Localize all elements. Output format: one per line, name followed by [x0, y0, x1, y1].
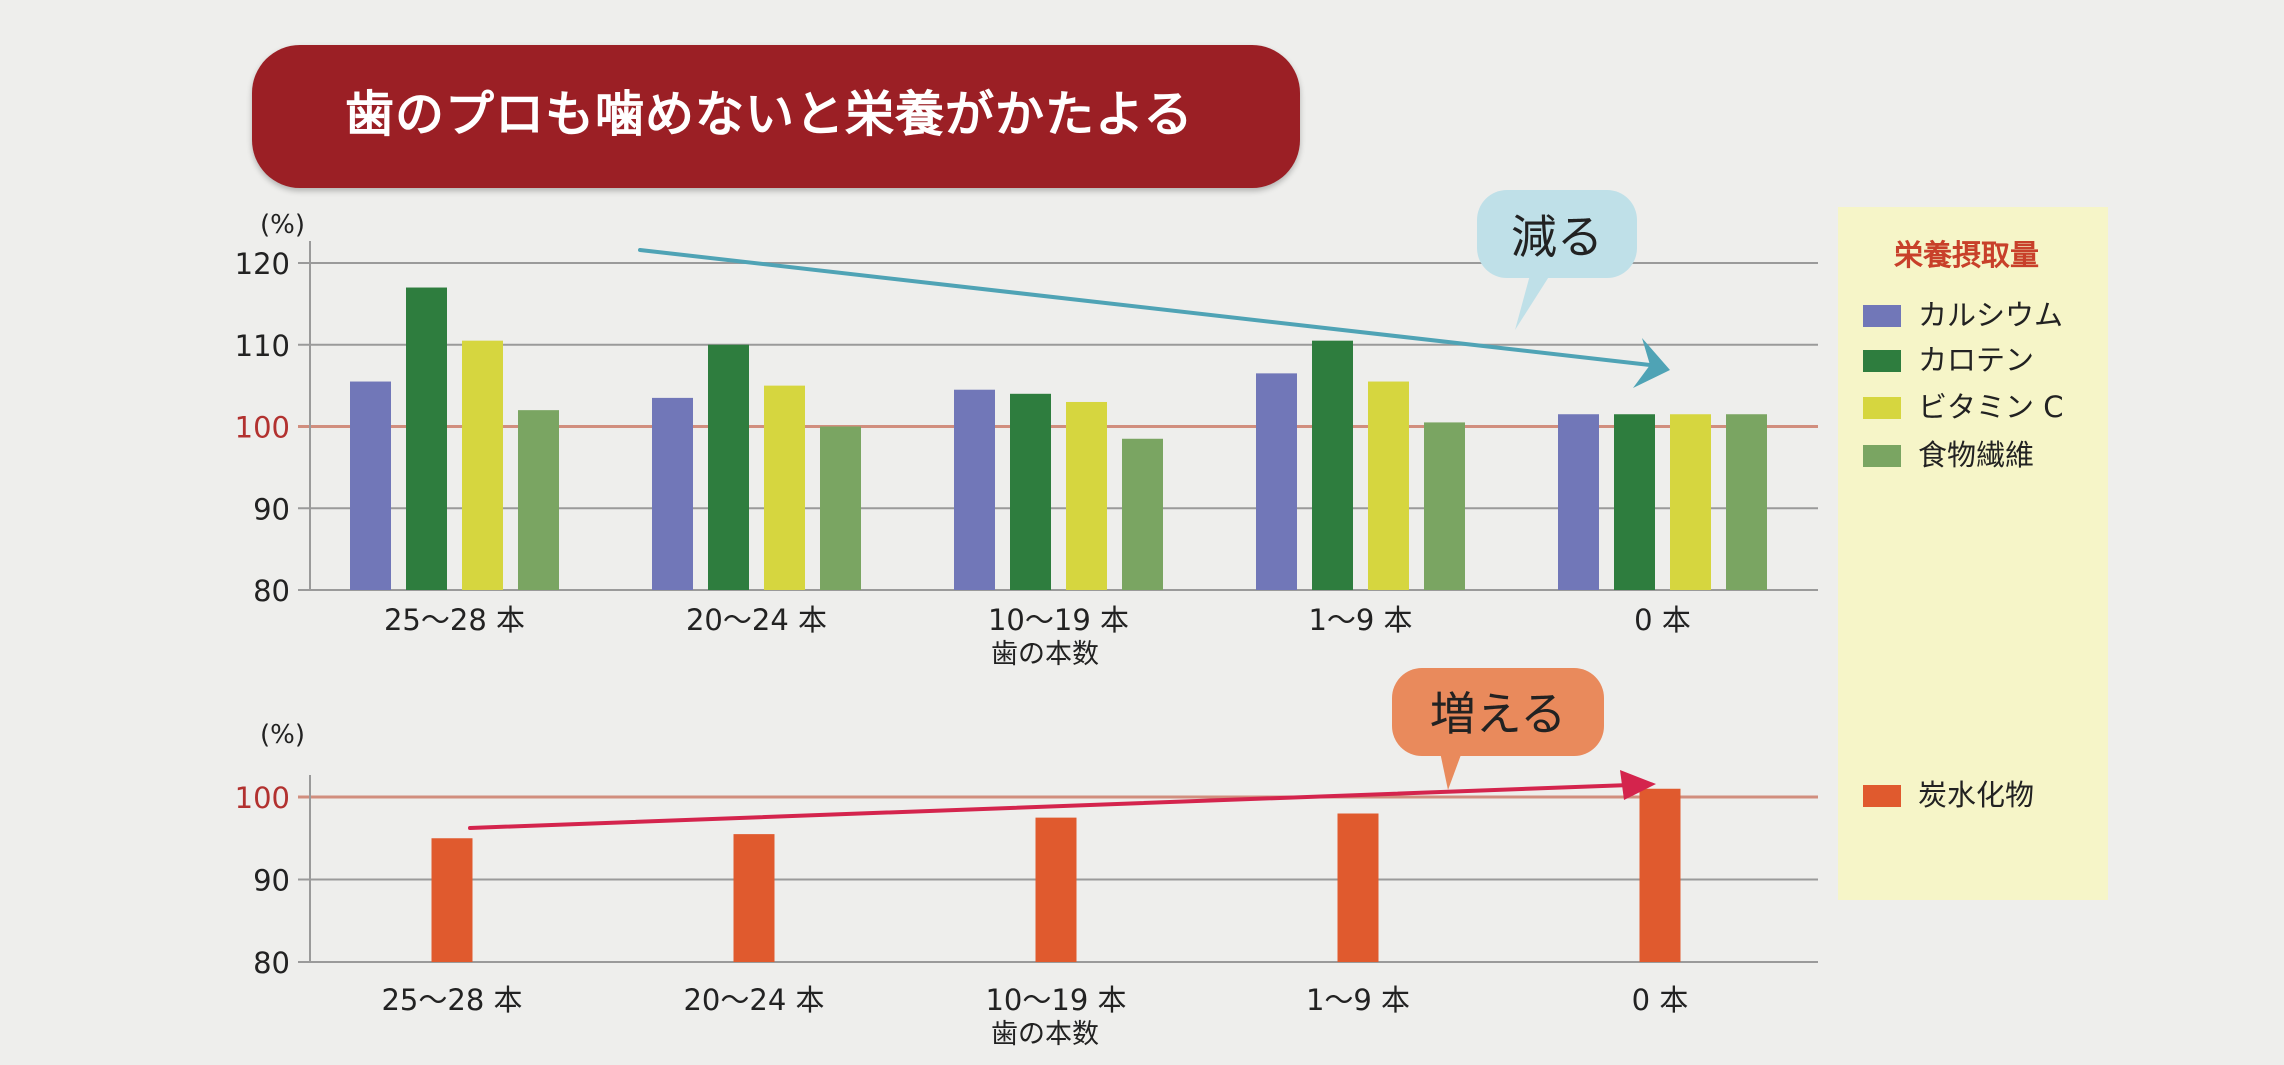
y-tick-label: 80 — [253, 946, 290, 980]
decrease-callout-tail — [1515, 275, 1550, 330]
y-tick-label: 120 — [235, 247, 290, 281]
legend-swatch-carotene — [1863, 350, 1901, 372]
legend-swatch-vitamin-c — [1863, 397, 1901, 419]
x-tick-label: 0 本 — [1632, 983, 1689, 1017]
legend-swatch-calcium — [1863, 305, 1901, 327]
legend-swatch-dietary-fiber — [1863, 445, 1901, 467]
legend-label-carotene: カロテン — [1918, 343, 2035, 377]
bar-category-3-series-0 — [1337, 813, 1379, 962]
bar-category-1-series-0 — [733, 834, 775, 962]
x-axis-label: 歯の本数 — [991, 1019, 1099, 1050]
bar-category-4-series-1 — [1614, 414, 1655, 590]
legend-swatch-carbohydrate — [1863, 785, 1901, 807]
increase-callout-tail — [1440, 752, 1462, 790]
x-tick-label: 1～9 本 — [1308, 603, 1412, 637]
y-unit-label: (%) — [260, 210, 305, 240]
x-tick-label: 10～19 本 — [988, 603, 1129, 637]
legend-label-calcium: カルシウム — [1918, 298, 2064, 332]
x-tick-label: 20～24 本 — [686, 603, 827, 637]
bar-category-4-series-2 — [1670, 414, 1711, 590]
legend-title: 栄養摂取量 — [1894, 238, 2040, 272]
decrease-callout-bubble — [1477, 190, 1637, 278]
x-tick-label: 10～19 本 — [985, 983, 1126, 1017]
bar-category-4-series-3 — [1726, 414, 1767, 590]
bar-category-0-series-2 — [462, 340, 503, 590]
x-tick-label: 0 本 — [1634, 603, 1691, 637]
bar-category-4-series-0 — [1558, 414, 1599, 590]
bar-category-3-series-3 — [1424, 422, 1465, 590]
x-tick-label: 25～28 本 — [384, 603, 525, 637]
bar-category-1-series-3 — [820, 426, 861, 590]
increase-trend-line — [468, 783, 1632, 830]
bar-category-0-series-3 — [518, 410, 559, 590]
bar-category-0-series-0 — [350, 381, 391, 590]
y-tick-label: 110 — [235, 329, 290, 363]
bar-category-2-series-0 — [1035, 817, 1077, 962]
bar-category-1-series-0 — [652, 397, 693, 590]
y-unit-label: (%) — [260, 720, 305, 750]
decrease-arrow-head — [1633, 338, 1670, 388]
bar-category-3-series-2 — [1368, 381, 1409, 590]
bar-category-0-series-0 — [431, 838, 473, 962]
bar-category-0-series-1 — [406, 287, 447, 590]
y-tick-label: 90 — [253, 864, 290, 898]
increase-callout-text: 増える — [1430, 687, 1567, 741]
x-tick-label: 20～24 本 — [683, 983, 824, 1017]
bar-category-2-series-0 — [954, 389, 995, 590]
y-tick-label: 100 — [235, 411, 290, 445]
legend-label-carbohydrate: 炭水化物 — [1918, 778, 2035, 812]
bar-category-3-series-0 — [1256, 373, 1297, 590]
y-tick-label: 80 — [253, 574, 290, 608]
x-tick-label: 25～28 本 — [381, 983, 522, 1017]
bar-category-2-series-3 — [1122, 438, 1163, 590]
x-tick-label: 1～9 本 — [1306, 983, 1410, 1017]
legend-label-vitamin-c: ビタミン C — [1918, 390, 2064, 424]
bar-category-1-series-2 — [764, 385, 805, 590]
bar-category-2-series-1 — [1010, 393, 1051, 590]
decrease-trend-line — [638, 248, 1652, 367]
page-title: 歯のプロも噛めないと栄養がかたよる — [345, 86, 1194, 143]
y-tick-label: 100 — [235, 781, 290, 815]
bar-category-1-series-1 — [708, 344, 749, 590]
decrease-callout-text: 減る — [1511, 210, 1603, 264]
increase-arrow-head — [1620, 770, 1656, 800]
bar-category-4-series-0 — [1639, 788, 1681, 962]
legend-label-dietary-fiber: 食物繊維 — [1918, 438, 2035, 472]
increase-callout-bubble — [1392, 668, 1604, 756]
bar-category-2-series-2 — [1066, 401, 1107, 590]
chart-carbohydrate: 80 90 100 (%) 25～28 本 20～24 本 10～19 本 1～9 本 0 本歯… — [235, 720, 1818, 1050]
chart-nutrients: 80 90 100 110 120 (%) 25～28 本 20～24 本 10～19 本 1～9… — [235, 210, 1818, 670]
y-tick-label: 90 — [253, 492, 290, 526]
x-axis-label: 歯の本数 — [991, 639, 1099, 670]
title-banner — [252, 45, 1300, 188]
bar-category-3-series-1 — [1312, 340, 1353, 590]
